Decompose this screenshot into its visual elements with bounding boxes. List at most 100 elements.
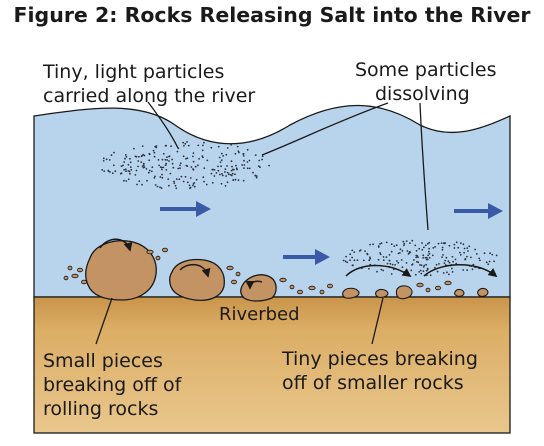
particle-dot — [379, 243, 381, 245]
particle-dot — [226, 147, 229, 149]
particle-dot — [399, 248, 402, 251]
particle-dot — [236, 145, 239, 148]
medium-rock — [168, 258, 225, 302]
particle-dot — [459, 251, 461, 254]
particle-dot — [421, 248, 424, 251]
particle-dot — [161, 158, 164, 161]
particle-dot — [436, 270, 439, 273]
particle-dot — [114, 170, 117, 173]
particle-dot — [119, 172, 122, 175]
particle-dot — [230, 160, 233, 163]
particle-dot — [246, 167, 249, 170]
particle-dot — [261, 155, 264, 158]
particle-dot — [195, 178, 198, 181]
particle-dot — [224, 168, 227, 171]
particle-dot — [423, 246, 425, 249]
particle-dot — [137, 165, 139, 168]
particle-dot — [478, 257, 481, 260]
particle-dot — [493, 260, 495, 263]
particle-dot — [227, 173, 230, 176]
particle-dot — [197, 144, 200, 147]
particle-dot — [418, 271, 420, 273]
particle-dot — [220, 165, 223, 168]
particle-dot — [193, 182, 196, 184]
particle-dot — [356, 259, 359, 261]
particle-dot — [463, 247, 466, 250]
particle-dot — [242, 155, 245, 157]
particle-dot — [142, 164, 145, 167]
particle-dot — [394, 264, 396, 266]
particle-dot — [487, 263, 490, 266]
particle-dot — [151, 166, 154, 169]
particle-dot — [111, 172, 114, 175]
particle-dot — [140, 161, 143, 164]
particle-dot — [422, 270, 425, 273]
particle-dot — [192, 155, 194, 158]
particle-dot — [393, 245, 396, 248]
particle-dot — [488, 260, 491, 263]
particle-dot — [218, 156, 221, 159]
particle-dot — [243, 159, 245, 162]
particle-dot — [474, 248, 476, 251]
particle-dot — [397, 261, 400, 264]
particle-dot — [241, 164, 244, 166]
particle-dot — [158, 164, 161, 167]
particle-dot — [457, 246, 460, 249]
particle-dot — [471, 268, 474, 271]
particle-dot — [184, 142, 187, 145]
particle-dot — [129, 172, 131, 175]
particle-dot — [168, 155, 171, 158]
figure-title: Figure 2: Rocks Releasing Salt into the … — [13, 3, 531, 27]
particle-dot — [441, 246, 444, 249]
particle-dot — [167, 178, 170, 181]
particle-dot — [232, 179, 235, 181]
fragment — [146, 249, 154, 255]
fragment — [81, 279, 88, 285]
particle-dot — [388, 259, 391, 262]
particle-dot — [224, 171, 226, 173]
particle-dot — [420, 264, 423, 267]
particle-dot — [130, 168, 133, 171]
fragment — [230, 279, 237, 285]
particle-dot — [186, 165, 189, 168]
particle-dot — [234, 173, 236, 176]
particle-dot — [153, 151, 156, 154]
particle-dot — [174, 184, 177, 187]
particle-dot — [406, 250, 409, 252]
particle-dot — [138, 155, 140, 158]
particle-dot — [160, 166, 163, 169]
particle-dot — [390, 243, 393, 246]
particle-dot — [434, 246, 436, 248]
particle-dot — [388, 254, 391, 256]
particle-dot — [483, 252, 486, 255]
particle-dot — [122, 164, 124, 167]
particle-dot — [455, 241, 458, 244]
particle-dot — [102, 157, 105, 160]
particle-dot — [448, 273, 450, 276]
particle-dot — [133, 147, 135, 150]
fragment — [63, 275, 69, 281]
particle-dot — [445, 256, 448, 259]
particle-dot — [385, 241, 388, 244]
fragment — [308, 285, 316, 291]
particle-dot — [152, 149, 155, 152]
particle-dot — [407, 253, 410, 255]
particle-dot — [171, 162, 174, 165]
particle-dot — [369, 257, 372, 260]
particle-dot — [466, 247, 469, 250]
particle-dot — [353, 259, 356, 262]
particle-dot — [460, 242, 462, 245]
particle-dot — [211, 181, 214, 184]
particle-dot — [129, 157, 131, 160]
particle-dot — [226, 171, 229, 174]
particle-dot — [172, 166, 175, 169]
particle-dot — [415, 256, 418, 259]
particle-dot — [382, 259, 385, 262]
particle-dot — [125, 180, 128, 182]
particle-dot — [161, 173, 163, 176]
particle-dot — [423, 264, 426, 267]
particle-dot — [382, 256, 385, 258]
particle-dot — [413, 259, 415, 261]
particle-dot — [366, 253, 369, 256]
particle-dot — [226, 181, 229, 184]
